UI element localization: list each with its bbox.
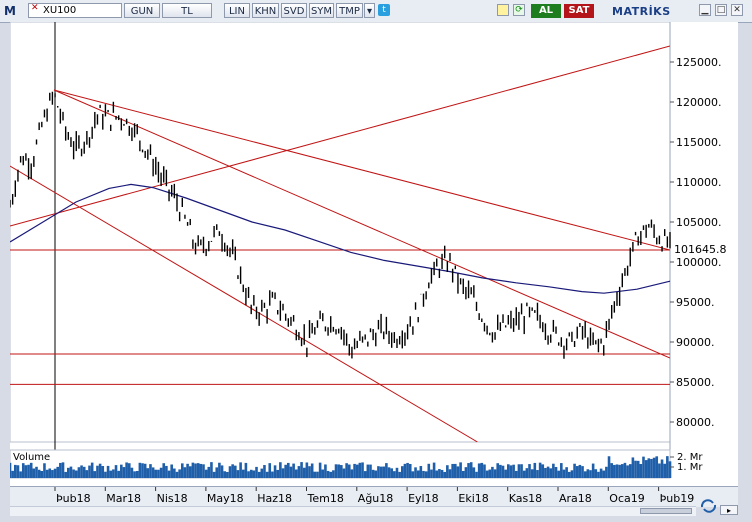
scale-label: LIN	[228, 6, 245, 17]
time-axis: Þub18 Mar18 Nis18 May18 Haz18 Tem18 Ağu18 Eyl18…	[10, 486, 738, 507]
trend-line	[53, 89, 670, 359]
y-tick-label: 95000.	[676, 296, 715, 309]
x-tick-label: Ara18	[559, 492, 592, 505]
x-tick-label: Eki18	[458, 492, 488, 505]
scroll-thumb[interactable]	[640, 508, 692, 514]
tmp-label: TMP	[339, 6, 360, 17]
sell-label: SAT	[568, 5, 590, 16]
trend-line	[10, 45, 670, 227]
y-tick-label: 90000.	[676, 336, 715, 349]
moving-average-line	[9, 183, 671, 294]
volume-tick-label: 1. Mr	[677, 462, 703, 473]
x-tick-label: Mar18	[106, 492, 141, 505]
khn-label: KHN	[254, 6, 277, 17]
trend-line	[53, 89, 670, 251]
x-tick-label: Tem18	[307, 492, 344, 505]
currency-label: TL	[181, 6, 193, 17]
volume-label: Volume	[13, 452, 50, 463]
y-tick-label: 110000.	[676, 176, 722, 189]
sync-icon[interactable]	[698, 497, 720, 515]
close-window-icon[interactable]: ✕	[731, 4, 743, 16]
khn-button[interactable]: KHN	[252, 3, 279, 18]
x-tick-label: Oca19	[609, 492, 644, 505]
last-price-box	[671, 241, 737, 256]
y-tick-label: 85000.	[676, 376, 715, 389]
chart-canvas[interactable]: 125000. 120000. 115000. 110000. 105000. 10000…	[8, 21, 738, 486]
x-tick-label: Eyl18	[408, 492, 439, 505]
minimize-icon[interactable]: ▁	[699, 4, 711, 16]
y-tick-label: 105000.	[676, 216, 722, 229]
period-button[interactable]: GUN	[124, 3, 160, 18]
currency-button[interactable]: TL	[162, 3, 212, 18]
y-tick-label: 125000.	[676, 56, 722, 69]
x-tick-label: May18	[207, 492, 244, 505]
horizontal-scrollbar[interactable]	[10, 506, 696, 516]
close-symbol-icon[interactable]: ✕	[31, 3, 39, 13]
y-tick-label: 120000.	[676, 96, 722, 109]
svd-button[interactable]: SVD	[281, 3, 307, 18]
scroll-right-icon[interactable]: ▸	[720, 505, 738, 515]
last-price-label: 101645.8	[674, 243, 727, 256]
x-tick-label: Ağu18	[358, 492, 393, 505]
maximize-icon[interactable]: □	[715, 4, 727, 16]
period-label: GUN	[130, 6, 154, 17]
scale-button[interactable]: LIN	[224, 3, 250, 18]
y-tick-label: 80000.	[676, 416, 715, 429]
sym-button[interactable]: SYM	[309, 3, 334, 18]
plot-area	[9, 21, 671, 443]
note-icon[interactable]	[497, 4, 509, 16]
buy-label: AL	[538, 5, 554, 16]
matriks-menu-icon[interactable]: M	[4, 4, 16, 18]
x-tick-label: Þub19	[660, 492, 695, 505]
price-chart[interactable]: 125000. 120000. 115000. 110000. 105000. 10000…	[8, 21, 738, 486]
volume-tick-label: 2. Mr	[677, 452, 703, 463]
trend-line	[10, 165, 478, 442]
x-tick-label: Þub18	[56, 492, 91, 505]
svd-label: SVD	[283, 6, 305, 17]
chart-toolbar: M XU100 ✕ GUN TL LIN KHN SVD SYM TMP ▾ t…	[0, 0, 752, 23]
x-tick-label: Nis18	[157, 492, 188, 505]
volume-panel	[9, 449, 671, 479]
sym-label: SYM	[310, 6, 333, 17]
x-tick-label: Haz18	[257, 492, 292, 505]
y-tick-label: 115000.	[676, 136, 722, 149]
sell-button[interactable]: SAT	[564, 4, 594, 18]
dropdown-chevron-icon[interactable]: ▾	[364, 3, 375, 18]
brand-logo: MATRİKS	[612, 5, 671, 18]
refresh-icon[interactable]: ⟳	[513, 4, 525, 16]
twitter-icon[interactable]: t	[378, 4, 390, 16]
symbol-input[interactable]: XU100	[28, 3, 122, 18]
y-tick-label: 100000.	[676, 256, 722, 269]
x-tick-label: Kas18	[509, 492, 543, 505]
buy-button[interactable]: AL	[531, 4, 561, 18]
symbol-text: XU100	[43, 5, 77, 16]
tmp-button[interactable]: TMP	[336, 3, 363, 18]
